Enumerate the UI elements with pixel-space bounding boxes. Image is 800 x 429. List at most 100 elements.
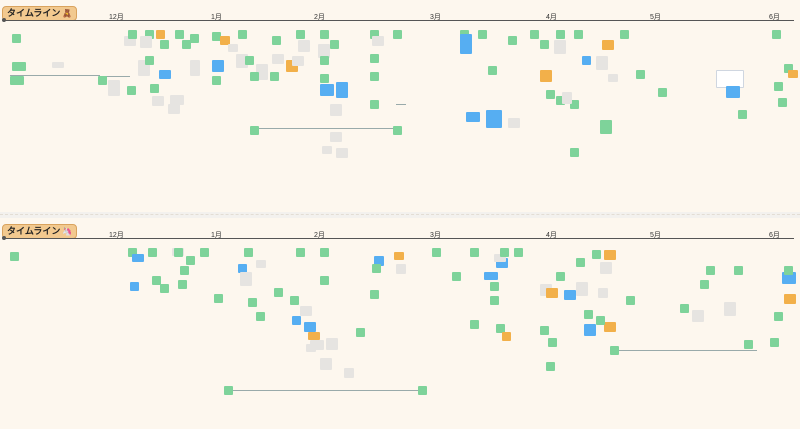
sticky-note[interactable] bbox=[356, 328, 365, 337]
sticky-note[interactable] bbox=[680, 304, 689, 313]
sticky-note[interactable] bbox=[574, 30, 583, 39]
sticky-note[interactable] bbox=[130, 282, 139, 291]
timeline-title-badge[interactable]: タイムライン 🦄 bbox=[2, 224, 78, 239]
sticky-note[interactable] bbox=[344, 368, 354, 378]
sticky-note[interactable] bbox=[636, 70, 645, 79]
sticky-note[interactable] bbox=[10, 76, 24, 85]
sticky-note[interactable] bbox=[160, 284, 169, 293]
sticky-note[interactable] bbox=[584, 324, 596, 336]
sticky-note[interactable] bbox=[320, 358, 332, 370]
sticky-note[interactable] bbox=[300, 306, 312, 316]
sticky-note[interactable] bbox=[310, 340, 324, 350]
sticky-note[interactable] bbox=[496, 324, 505, 333]
sticky-note[interactable] bbox=[318, 44, 330, 58]
sticky-note[interactable] bbox=[626, 296, 635, 305]
sticky-note[interactable] bbox=[370, 54, 379, 63]
sticky-note[interactable] bbox=[394, 252, 404, 260]
sticky-note[interactable] bbox=[556, 30, 565, 39]
sticky-note[interactable] bbox=[546, 288, 558, 298]
sticky-note[interactable] bbox=[396, 264, 406, 274]
sticky-note[interactable] bbox=[238, 264, 247, 273]
sticky-note[interactable] bbox=[140, 36, 152, 48]
sticky-note[interactable] bbox=[175, 30, 184, 39]
sticky-note[interactable] bbox=[734, 266, 743, 275]
sticky-note[interactable] bbox=[576, 258, 585, 267]
sticky-note[interactable] bbox=[320, 248, 329, 257]
sticky-note[interactable] bbox=[692, 310, 704, 322]
sticky-note[interactable] bbox=[330, 132, 342, 142]
sticky-note[interactable] bbox=[500, 248, 509, 257]
sticky-note[interactable] bbox=[600, 120, 612, 134]
sticky-note[interactable] bbox=[150, 84, 159, 93]
sticky-note[interactable] bbox=[178, 280, 187, 289]
sticky-note[interactable] bbox=[250, 72, 259, 81]
sticky-note[interactable] bbox=[256, 64, 268, 80]
sticky-note[interactable] bbox=[774, 82, 783, 91]
sticky-note[interactable] bbox=[608, 74, 618, 82]
sticky-note[interactable] bbox=[256, 312, 265, 321]
sticky-note[interactable] bbox=[320, 276, 329, 285]
sticky-note[interactable] bbox=[160, 40, 169, 49]
sticky-note[interactable] bbox=[494, 254, 506, 262]
sticky-note[interactable] bbox=[212, 60, 224, 72]
sticky-note[interactable] bbox=[128, 30, 137, 39]
sticky-note[interactable] bbox=[212, 32, 221, 41]
sticky-note[interactable] bbox=[296, 248, 305, 257]
sticky-note[interactable] bbox=[554, 40, 566, 54]
sticky-note[interactable] bbox=[540, 40, 549, 49]
sticky-note[interactable] bbox=[432, 248, 441, 257]
sticky-note[interactable] bbox=[330, 40, 339, 49]
sticky-note[interactable] bbox=[320, 30, 329, 39]
sticky-note[interactable] bbox=[128, 248, 137, 257]
sticky-note[interactable] bbox=[168, 104, 180, 114]
sticky-note[interactable] bbox=[298, 40, 310, 52]
sticky-note[interactable] bbox=[744, 340, 753, 349]
sticky-note[interactable] bbox=[190, 34, 199, 43]
sticky-note[interactable] bbox=[514, 248, 523, 257]
sticky-note[interactable] bbox=[460, 34, 472, 54]
sticky-note[interactable] bbox=[127, 86, 136, 95]
sticky-note[interactable] bbox=[170, 95, 184, 105]
sticky-note[interactable] bbox=[12, 62, 26, 71]
sticky-note[interactable] bbox=[159, 70, 171, 79]
sticky-note[interactable] bbox=[596, 56, 608, 70]
sticky-note[interactable] bbox=[238, 30, 247, 39]
sticky-note[interactable] bbox=[706, 266, 715, 275]
sticky-note[interactable] bbox=[570, 148, 579, 157]
sticky-note[interactable] bbox=[530, 30, 539, 39]
sticky-note[interactable] bbox=[596, 316, 605, 325]
sticky-note[interactable] bbox=[576, 282, 588, 296]
sticky-note[interactable] bbox=[214, 294, 223, 303]
sticky-note[interactable] bbox=[304, 322, 316, 332]
timeline-title-badge[interactable]: タイムライン 🧸 bbox=[2, 6, 78, 21]
sticky-note[interactable] bbox=[562, 92, 572, 104]
sticky-note[interactable] bbox=[336, 82, 348, 98]
sticky-note[interactable] bbox=[770, 338, 779, 347]
sticky-note[interactable] bbox=[556, 272, 565, 281]
sticky-note[interactable] bbox=[256, 260, 266, 268]
sticky-note[interactable] bbox=[393, 30, 402, 39]
sticky-note[interactable] bbox=[540, 326, 549, 335]
sticky-note[interactable] bbox=[370, 72, 379, 81]
sticky-note[interactable] bbox=[98, 76, 107, 85]
sticky-note[interactable] bbox=[248, 298, 257, 307]
sticky-note[interactable] bbox=[598, 288, 608, 298]
sticky-note[interactable] bbox=[620, 30, 629, 39]
sticky-note[interactable] bbox=[726, 86, 740, 98]
sticky-note[interactable] bbox=[782, 272, 796, 284]
sticky-note[interactable] bbox=[152, 276, 161, 285]
sticky-note[interactable] bbox=[220, 36, 230, 45]
sticky-note[interactable] bbox=[774, 312, 783, 321]
sticky-note[interactable] bbox=[488, 66, 497, 75]
sticky-note[interactable] bbox=[228, 44, 238, 52]
sticky-note[interactable] bbox=[490, 282, 499, 291]
sticky-note[interactable] bbox=[496, 258, 508, 268]
sticky-note[interactable] bbox=[12, 34, 21, 43]
sticky-note[interactable] bbox=[658, 88, 667, 97]
sticky-note[interactable] bbox=[556, 96, 565, 105]
sticky-note[interactable] bbox=[148, 248, 157, 257]
sticky-note[interactable] bbox=[245, 56, 254, 65]
sticky-note[interactable] bbox=[370, 290, 379, 299]
sticky-note[interactable] bbox=[484, 272, 498, 280]
sticky-note[interactable] bbox=[393, 126, 402, 135]
